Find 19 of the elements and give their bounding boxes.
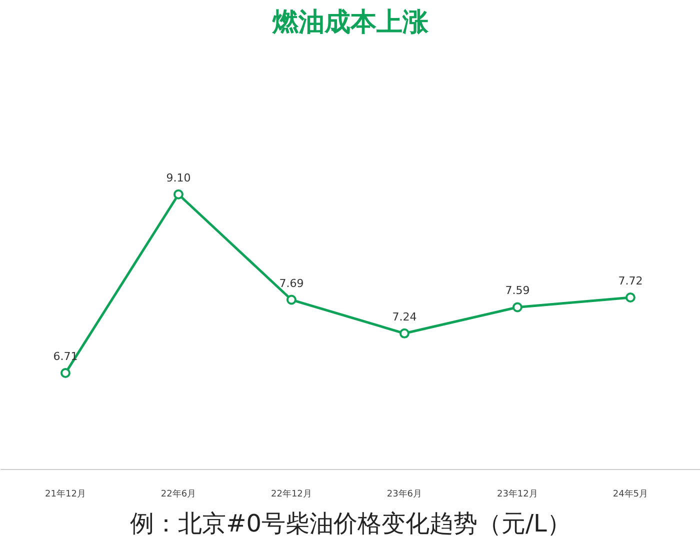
data-label: 7.59 [505, 284, 530, 298]
text: 例：北京#0号柴油价格变化趋势（元/L） [130, 510, 571, 538]
point [625, 292, 636, 303]
x-tick-label: 21年12月 [45, 488, 86, 500]
chart-title: 燃油成本上涨 [272, 8, 430, 38]
x-tick-label: 23年12月 [496, 488, 538, 500]
x-tick-label: 23年6月 [386, 488, 422, 500]
x-tick-label: 22年6月 [160, 488, 196, 500]
point [286, 294, 296, 305]
data-label: 9.10 [166, 171, 191, 184]
point [399, 328, 410, 338]
data-label: 7.72 [618, 274, 643, 288]
point [173, 189, 184, 200]
x-tick-label: 24年5月 [612, 488, 648, 500]
point [512, 302, 522, 312]
point [60, 368, 70, 378]
data-label: 7.69 [279, 276, 304, 290]
data-label: 7.24 [392, 310, 417, 324]
x-tick-label: 22年12月 [271, 488, 312, 500]
